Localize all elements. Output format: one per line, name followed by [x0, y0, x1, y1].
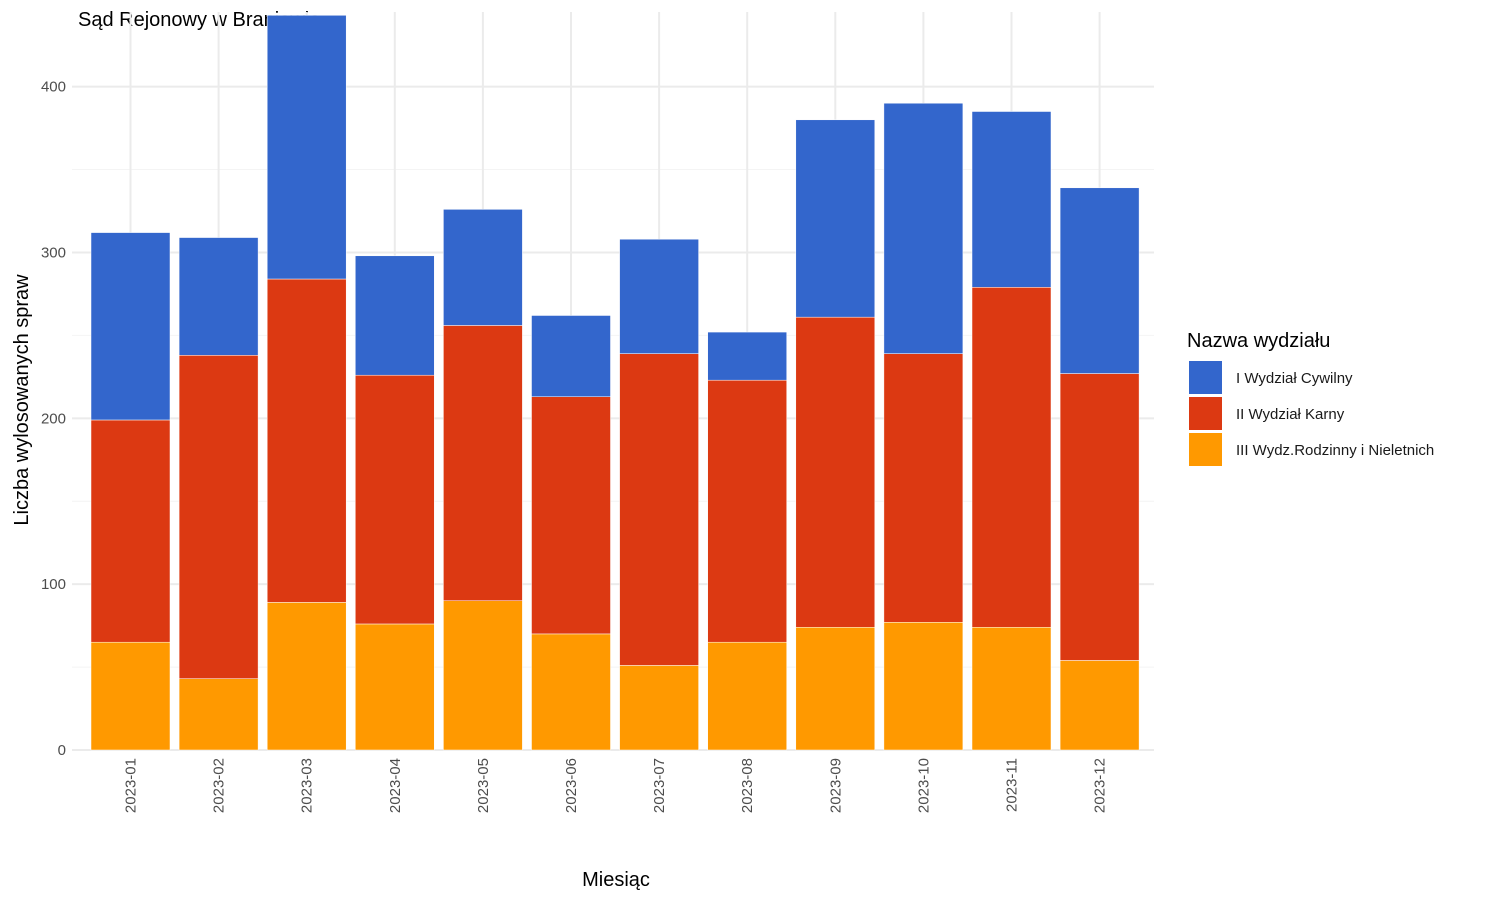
y-axis-title: Liczba wylosowanych spraw [11, 274, 33, 526]
y-tick-label: 0 [58, 742, 66, 759]
bar-segment [443, 325, 523, 601]
y-tick-label: 100 [41, 576, 66, 593]
bar-segment [1059, 373, 1140, 661]
bar-segment [355, 374, 435, 625]
bar-segment [90, 419, 171, 643]
y-tick-label: 400 [41, 79, 66, 96]
bar-segment [883, 353, 964, 623]
x-axis-title: Miesiąc [582, 869, 650, 891]
x-tick-label: 2023-01 [123, 758, 140, 813]
bar-segment [1059, 187, 1140, 374]
chart-title: Sąd Rejonowy w Braniewie [78, 9, 320, 31]
bar-segment [178, 355, 259, 679]
x-tick-label: 2023-12 [1092, 758, 1109, 813]
legend: Nazwa wydziału I Wydział Cywilny II Wydzi… [1187, 330, 1434, 466]
bar-segment [1059, 660, 1140, 751]
bar-segment [707, 379, 787, 643]
bar-segment [355, 255, 435, 376]
bar-segment [178, 237, 259, 356]
legend-key [1189, 361, 1222, 394]
legend-label: II Wydział Karny [1236, 406, 1345, 423]
bar-segment [795, 627, 876, 751]
x-axis-ticks: 2023-01 2023-02 2023-03 2023-04 2023-05 2023-… [123, 758, 1109, 813]
x-tick-label: 2023-04 [387, 758, 404, 813]
x-tick-label: 2023-08 [739, 758, 756, 813]
y-tick-label: 200 [41, 410, 66, 427]
legend-label: III Wydz.Rodzinny i Nieletnich [1236, 442, 1434, 459]
bar-segment [971, 111, 1052, 288]
bar-segment [971, 287, 1052, 628]
bar-segment [619, 353, 699, 666]
legend-title: Nazwa wydziału [1187, 330, 1330, 352]
bar-segment [883, 622, 964, 751]
x-tick-label: 2023-06 [563, 758, 580, 813]
x-tick-label: 2023-11 [1004, 758, 1021, 812]
bar-segment [178, 678, 259, 751]
bar-segment [619, 665, 699, 751]
bar-segment [355, 623, 435, 751]
x-tick-label: 2023-07 [651, 758, 668, 813]
bar-segment [971, 627, 1052, 751]
x-tick-label: 2023-02 [211, 758, 228, 813]
bar-segment [90, 641, 171, 751]
y-tick-label: 300 [41, 244, 66, 261]
bar-segment [531, 396, 611, 635]
bar-segment [443, 209, 523, 326]
x-tick-label: 2023-10 [915, 758, 932, 813]
x-tick-label: 2023-09 [827, 758, 844, 813]
legend-label: I Wydział Cywilny [1236, 370, 1353, 387]
y-axis-ticks: 0 100 200 300 400 [41, 79, 66, 759]
bar-segment [795, 119, 876, 318]
bar-segment [531, 315, 611, 398]
bar-segment [266, 15, 347, 280]
bar-segment [90, 232, 171, 421]
bar-segment [531, 633, 611, 751]
bar-segment [619, 238, 699, 354]
x-tick-label: 2023-05 [475, 758, 492, 813]
bar-segment [795, 316, 876, 628]
x-tick-label: 2023-03 [299, 758, 316, 813]
bar-segment [883, 102, 964, 354]
bar-segment [707, 331, 787, 381]
legend-key [1189, 433, 1222, 466]
bar-segment [266, 278, 347, 603]
bar-segment [266, 602, 347, 751]
bar-segment [707, 641, 787, 751]
legend-key [1189, 397, 1222, 430]
bar-segment [443, 600, 523, 751]
bars [90, 15, 1140, 751]
